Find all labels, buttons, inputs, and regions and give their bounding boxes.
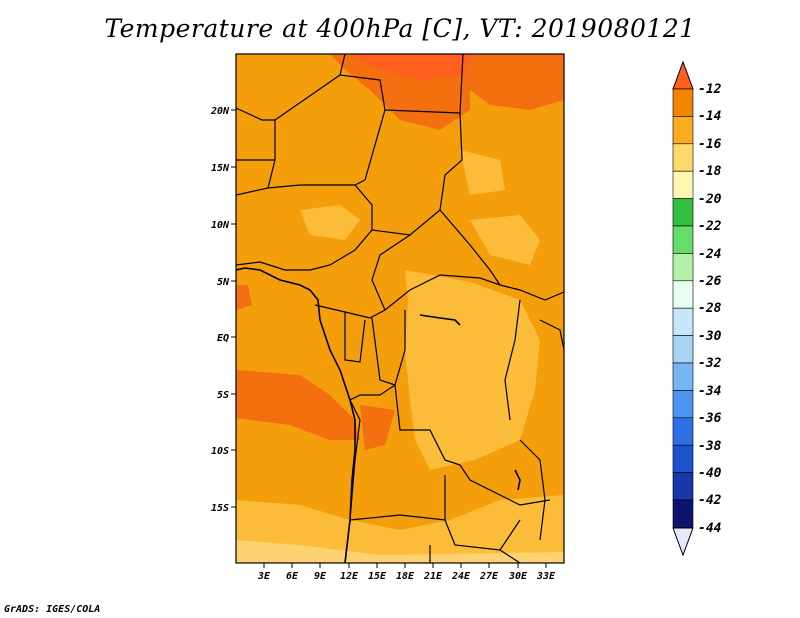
field-patch-warm-angola: [360, 405, 395, 450]
colorbar-swatch: [672, 170, 694, 199]
colorbar-label: -42: [698, 493, 722, 508]
map-title: Temperature at 400hPa [C], VT: 201908012…: [104, 14, 696, 43]
colorbar-label: -38: [698, 439, 722, 454]
lat-label: 10S: [211, 446, 229, 457]
colorbar-swatch: [672, 143, 694, 172]
latitude-axis: 20N 15N 10N 5N EQ 5S 10S 15S: [210, 106, 236, 514]
colorbar-swatch: [672, 417, 694, 446]
lon-label: 6E: [286, 571, 299, 582]
lon-label: 9E: [314, 571, 327, 582]
lat-label: 20N: [210, 106, 230, 117]
colorbar-label: -16: [698, 137, 722, 152]
colorbar-swatch: [672, 307, 694, 336]
lon-label: 24E: [451, 571, 471, 582]
lat-label: 15N: [211, 163, 230, 174]
grads-credit: GrADS: IGES/COLA: [4, 604, 101, 615]
colorbar-label: -22: [698, 219, 722, 234]
lon-label: 3E: [257, 571, 271, 582]
lon-label: 30E: [508, 571, 528, 582]
colorbar-swatch: [672, 88, 694, 117]
map-frame: [235, 53, 565, 564]
field-patch-warm-northeast: [470, 54, 564, 110]
colorbar: -12 -14 -16 -18 -20 -22 -24 -26 -28 -30 …: [672, 60, 722, 557]
colorbar-label: -30: [698, 329, 722, 344]
colorbar-over-triangle: [672, 60, 694, 90]
colorbar-swatch: [672, 253, 694, 282]
field-patch-hot: [350, 54, 470, 80]
field-patch-light-2: [300, 205, 360, 240]
colorbar-swatches: [672, 88, 694, 528]
field-patch-light: [405, 270, 540, 470]
colorbar-swatch: [672, 390, 694, 419]
colorbar-label: -26: [698, 274, 722, 289]
colorbar-label: -24: [698, 247, 722, 262]
colorbar-swatch: [672, 198, 694, 227]
country-borders: [236, 54, 564, 563]
longitude-axis: 3E 6E 9E 12E 15E 18E 21E 24E 27E 30E 33E: [257, 563, 556, 582]
colorbar-label: -18: [698, 164, 722, 179]
field-patch-light-4: [460, 150, 505, 195]
lon-label: 18E: [396, 571, 415, 582]
lon-label: 12E: [340, 571, 359, 582]
colorbar-swatch: [672, 225, 694, 254]
temperature-field: [236, 54, 564, 563]
colorbar-swatch: [672, 116, 694, 145]
field-patch-warm-west: [236, 370, 360, 440]
colorbar-under-triangle: [672, 527, 694, 557]
colorbar-labels: -12 -14 -16 -18 -20 -22 -24 -26 -28 -30 …: [698, 82, 722, 536]
colorbar-label: -32: [698, 356, 722, 371]
lon-label: 27E: [479, 571, 499, 582]
colorbar-label: -28: [698, 301, 722, 316]
lon-label: 21E: [423, 571, 443, 582]
lat-label: EQ: [217, 333, 229, 344]
colorbar-swatch: [672, 335, 694, 364]
lat-label: 15S: [211, 503, 229, 514]
colorbar-label: -36: [698, 411, 722, 426]
lat-label: 5S: [217, 390, 229, 401]
colorbar-label: -12: [698, 82, 722, 97]
field-patch-pale: [236, 540, 564, 563]
colorbar-swatch: [672, 499, 694, 528]
field-patch-light-south: [236, 495, 564, 563]
field-patch-warm-coast: [236, 285, 252, 310]
colorbar-label: -40: [698, 466, 722, 481]
colorbar-swatch: [672, 444, 694, 473]
lon-label: 33E: [536, 571, 556, 582]
colorbar-swatch: [672, 362, 694, 391]
colorbar-swatch: [672, 472, 694, 501]
colorbar-label: -34: [698, 384, 722, 399]
lat-label: 5N: [217, 277, 230, 288]
colorbar-swatch: [672, 280, 694, 309]
coastline: [236, 267, 521, 563]
lat-label: 10N: [211, 220, 230, 231]
lon-label: 15E: [368, 571, 387, 582]
colorbar-label: -20: [698, 192, 722, 207]
field-patch-light-3: [470, 215, 540, 265]
colorbar-label: -14: [698, 109, 722, 124]
colorbar-label: -44: [698, 521, 722, 536]
